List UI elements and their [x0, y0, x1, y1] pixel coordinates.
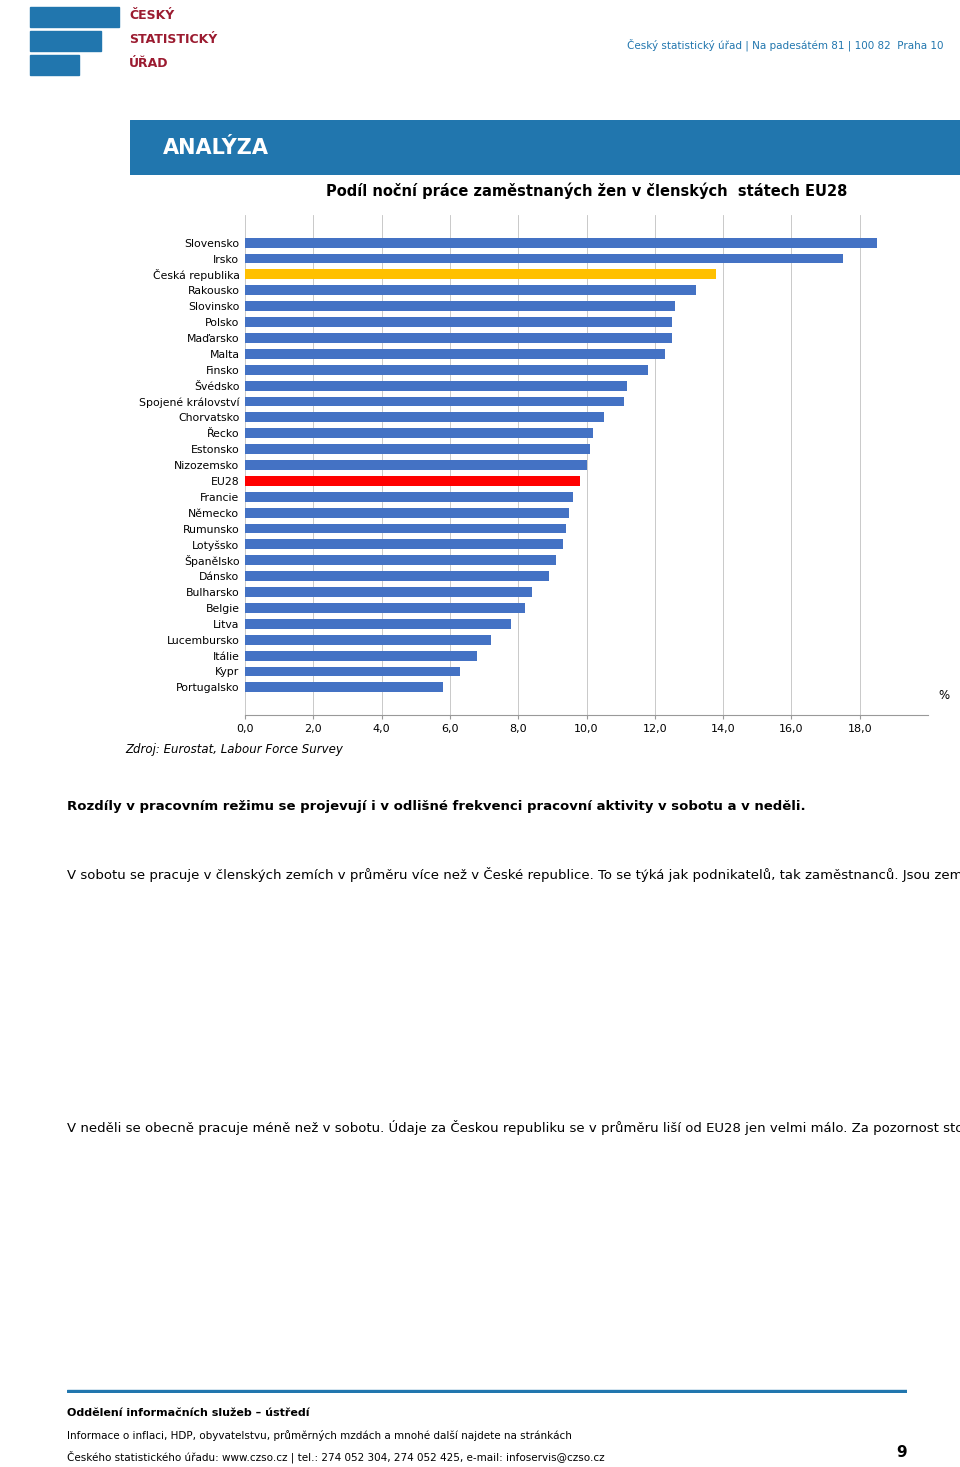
Bar	[245, 556, 556, 565]
Text: Zdroj: Eurostat, Labour Force Survey: Zdroj: Eurostat, Labour Force Survey	[125, 744, 343, 757]
Bar	[245, 461, 587, 469]
Bar	[245, 619, 512, 629]
Bar	[245, 270, 716, 279]
Text: 9: 9	[897, 1445, 907, 1460]
Text: Českého statistického úřadu: www.czso.cz | tel.: 274 052 304, 274 052 425, e-mai: Českého statistického úřadu: www.czso.cz…	[67, 1451, 605, 1463]
Bar	[245, 540, 563, 549]
Text: %: %	[938, 689, 949, 701]
Bar	[245, 396, 624, 406]
Bar	[245, 491, 573, 502]
Bar	[245, 475, 580, 486]
Bar	[245, 301, 675, 311]
Bar	[245, 682, 444, 692]
Bar	[245, 508, 569, 518]
Bar	[67, 1391, 907, 1392]
Bar	[245, 349, 665, 359]
Text: ÚŘAD: ÚŘAD	[129, 57, 169, 70]
Bar	[245, 238, 876, 248]
Bar	[245, 428, 593, 439]
Text: Oddělení informačních služeb – ústředí: Oddělení informačních služeb – ústředí	[67, 1408, 310, 1419]
Text: Rozdíly v pracovním režimu se projevují i v odlišné frekvenci pracovní aktivity : Rozdíly v pracovním režimu se projevují …	[67, 800, 805, 813]
Bar	[245, 333, 672, 343]
Bar	[30, 31, 102, 51]
Bar	[30, 7, 119, 26]
Text: V sobotu se pracuje v členských zemích v průměru více než v České republice. To : V sobotu se pracuje v členských zemích v…	[67, 867, 960, 882]
Bar	[245, 380, 628, 390]
Text: Informace o inflaci, HDP, obyvatelstvu, průměrných mzdách a mnohé další najdete : Informace o inflaci, HDP, obyvatelstvu, …	[67, 1430, 572, 1441]
Bar	[245, 365, 648, 374]
Bar	[245, 603, 525, 613]
Text: Český statistický úřad | Na padesátém 81 | 100 82  Praha 10: Český statistický úřad | Na padesátém 81…	[627, 38, 944, 51]
Text: ANALÝZA: ANALÝZA	[163, 138, 269, 157]
Bar	[245, 651, 477, 660]
Text: STATISTICKÝ: STATISTICKÝ	[129, 32, 217, 45]
Bar	[245, 254, 843, 264]
Bar	[245, 445, 589, 455]
Title: Podíl noční práce zaměstnaných žen v členských  státech EU28: Podíl noční práce zaměstnaných žen v čle…	[325, 182, 847, 198]
Bar	[245, 412, 604, 422]
Text: V neděli se obecně pracuje méně než v sobotu. Údaje za Českou republiku se v prů: V neděli se obecně pracuje méně než v so…	[67, 1119, 960, 1135]
Bar	[245, 524, 566, 534]
Bar	[245, 286, 696, 295]
Bar	[30, 54, 80, 75]
Text: ČESKÝ: ČESKÝ	[129, 9, 175, 22]
Bar	[245, 317, 672, 327]
Bar	[245, 587, 532, 597]
Bar	[245, 635, 491, 644]
Bar	[245, 666, 460, 676]
Bar	[245, 571, 549, 581]
